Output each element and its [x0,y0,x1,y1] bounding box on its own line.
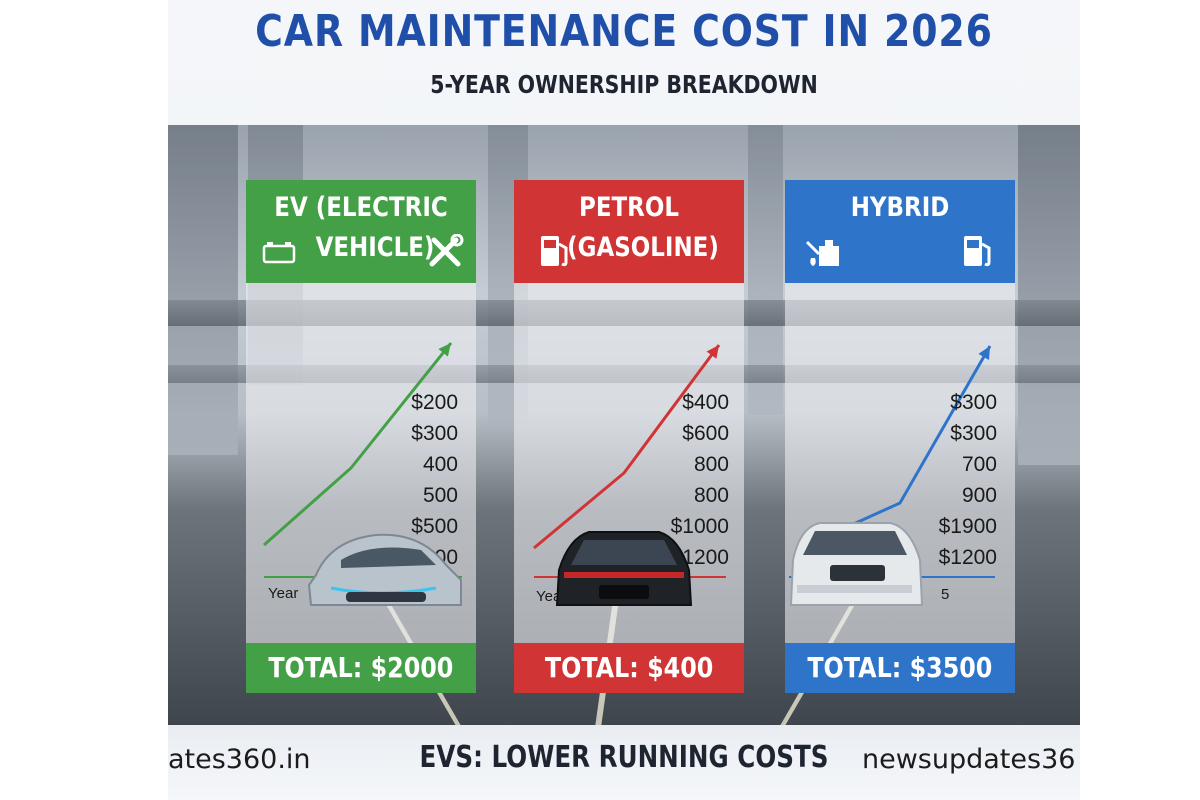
petrol-x-axis-label: Yea [536,588,562,605]
ev-x-axis-label: Year [268,585,298,602]
petrol-total: TOTAL: $400 [514,643,744,693]
hybrid-tick-label: 700 [962,453,997,476]
hybrid-tick-label: $300 [950,391,997,414]
fuel-pump-icon [541,236,568,267]
hybrid-title-line-1: HYBRID [850,192,950,223]
wrench-screwdriver-icon [429,234,464,267]
petrol-title-line-2: (GASOLINE) [567,232,719,263]
watermark-right: newsupdates36 [862,744,1076,775]
page-title: CAR MAINTENANCE COST IN 2026 [255,6,993,57]
ev-tick-label: 400 [423,453,458,476]
petrol-tick-label: $600 [682,422,729,445]
oil-can-icon [805,240,839,266]
hybrid-tick-label: $1200 [939,546,997,569]
footer-strip [168,725,1080,800]
petrol-panel: PETROL (GASOLINE) $400 $600 800 800 $1000 $12… [514,180,744,693]
hybrid-tick-label: $300 [950,422,997,445]
hybrid-total: TOTAL: $3500 [785,643,1015,693]
hybrid-tick-label: 900 [962,484,997,507]
ev-trend-line [263,342,453,547]
petrol-panel-header: PETROL (GASOLINE) [514,180,744,283]
fuel-pump-icon [964,236,991,267]
petrol-tick-label: $1000 [671,515,729,538]
ev-tick-label: $200 [411,391,458,414]
petrol-tick-label: $400 [682,391,729,414]
ev-trend-arrowhead [438,343,451,357]
page-subtitle: 5-YEAR OWNERSHIP BREAKDOWN [430,70,818,99]
ev-total: TOTAL: $2000 [246,643,476,693]
petrol-trend-line [533,344,721,550]
battery-icon [262,242,296,264]
infographic-poster: CAR MAINTENANCE COST IN 2026 5-YEAR OWNE… [168,0,1080,800]
ev-tick-label: 500 [423,484,458,507]
hybrid-tick-label: $1900 [939,515,997,538]
hybrid-car-image [785,505,925,620]
watermark-left: ates360.in [168,744,311,775]
hybrid-x-axis-label: 5 [941,586,949,603]
ev-panel: EV (ELECTRIC VEHICLE) $200 $300 400 500 $500… [246,180,476,693]
petrol-title-line-1: PETROL [579,192,679,223]
petrol-trend-arrowhead [706,345,719,359]
footer-tagline: EVS: LOWER RUNNING COSTS [419,740,829,775]
petrol-tick-label: 800 [694,484,729,507]
ev-car-image [301,520,466,620]
petrol-tick-label: 800 [694,453,729,476]
ev-title-line-1: EV (ELECTRIC [274,192,448,223]
ev-panel-header: EV (ELECTRIC VEHICLE) [246,180,476,283]
ev-tick-label: $500 [411,515,458,538]
ev-tick-label: $300 [411,422,458,445]
petrol-car-image [549,510,699,620]
hybrid-panel-header: HYBRID [785,180,1015,283]
hybrid-trend-arrowhead [978,346,990,360]
ev-title-line-2: VEHICLE) [315,232,435,263]
hybrid-panel: HYBRID $300 $300 700 900 $1900 $1200 5 [785,180,1015,693]
